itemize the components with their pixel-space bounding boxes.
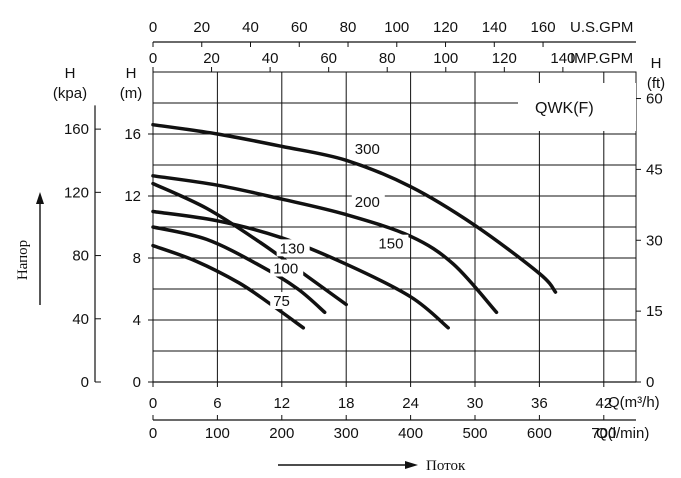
x-tick-label-usgpm: 160 (531, 19, 556, 36)
x-tick-label: 36 (531, 395, 548, 412)
x-tick-label-lmin: 200 (269, 425, 294, 442)
x-tick-label-usgpm: 120 (433, 19, 458, 36)
x-tick-label-lmin: 0 (149, 425, 157, 442)
curve-75 (151, 243, 306, 330)
curve-label-background (375, 234, 409, 252)
curve-label-background (276, 239, 310, 257)
curve-label-background (270, 292, 295, 310)
y-caption-arrow-head (36, 192, 44, 204)
x-tick-label-usgpm: 100 (384, 19, 409, 36)
x-caption-arrow-head (405, 461, 418, 469)
x-tick-label-impgpm: 0 (149, 50, 157, 67)
curve-label-background (270, 259, 304, 277)
curve-130 (151, 181, 348, 307)
x-tick-label: 30 (467, 395, 484, 412)
x-unit-label-impgpm: IMP.GPM (570, 50, 633, 67)
grid (152, 71, 637, 383)
y-tick-label-kpa: 40 (72, 311, 89, 328)
curve-200 (151, 174, 499, 315)
x-axis-caption: Поток (426, 458, 466, 474)
x-tick-label: 6 (213, 395, 221, 412)
x-tick-label: 12 (273, 395, 290, 412)
curve-150 (151, 209, 450, 330)
curve-label-background (351, 140, 385, 158)
y-tick-label-ft: 60 (646, 91, 663, 108)
x-unit-label-lmin: Q(l/min) (596, 425, 649, 442)
curve-label-300: 300 (355, 141, 380, 158)
curve-label-75: 75 (273, 293, 290, 310)
y-tick-label-ft: 15 (646, 303, 663, 320)
x-tick-label-usgpm: 140 (482, 19, 507, 36)
x-tick-label-usgpm: 0 (149, 19, 157, 36)
x-tick-label-usgpm: 80 (340, 19, 357, 36)
y-tick-label-kpa: 80 (72, 248, 89, 265)
curve-label-background (351, 192, 385, 210)
x-tick-label-usgpm: 40 (242, 19, 259, 36)
y-axis-label-ft-unit: (ft) (647, 75, 665, 92)
y-axis-label-ft-h: H (651, 55, 662, 72)
x-tick-label-usgpm: 20 (193, 19, 210, 36)
y-axis-caption: Напор (15, 240, 31, 280)
y-tick-label-m: 12 (124, 188, 141, 205)
x-tick-label: 42 (595, 395, 612, 412)
curve-100 (151, 225, 327, 315)
model-label-background (518, 83, 636, 131)
y-axis-label-kpa-unit: (kpa) (53, 85, 87, 102)
curves (151, 122, 558, 330)
x-tick-label-lmin: 600 (527, 425, 552, 442)
y-tick-label-ft: 30 (646, 232, 663, 249)
y-tick-label-m: 16 (124, 126, 141, 143)
y-tick-label-ft: 45 (646, 161, 663, 178)
x-tick-label-impgpm: 60 (320, 50, 337, 67)
curve-label-150: 150 (378, 236, 403, 253)
x-tick-label-impgpm: 140 (550, 50, 575, 67)
y-axis-label-m-h: H (126, 65, 137, 82)
y-tick-label-ft: 0 (646, 374, 654, 391)
x-unit-label-m3h: Q(m³/h) (608, 394, 660, 411)
curve-label-130: 130 (280, 240, 305, 257)
y-tick-label-kpa: 160 (64, 121, 89, 138)
y-axis-label-m-unit: (m) (120, 85, 143, 102)
x-tick-label: 0 (149, 395, 157, 412)
x-tick-label-usgpm: 60 (291, 19, 308, 36)
axes (94, 41, 641, 421)
x-tick-label-lmin: 300 (334, 425, 359, 442)
model-label: QWK(F) (535, 100, 594, 117)
x-tick-label-impgpm: 80 (379, 50, 396, 67)
curve-label-100: 100 (273, 261, 298, 278)
x-tick-label-lmin: 500 (462, 425, 487, 442)
y-tick-label-m: 8 (133, 250, 141, 267)
x-tick-label-impgpm: 20 (203, 50, 220, 67)
y-axis-label-kpa-h: H (65, 65, 76, 82)
x-tick-label-lmin: 700 (591, 425, 616, 442)
y-tick-label-kpa: 120 (64, 184, 89, 201)
y-tick-label-m: 4 (133, 312, 141, 329)
x-tick-label-lmin: 100 (205, 425, 230, 442)
x-tick-label-lmin: 400 (398, 425, 423, 442)
y-tick-label-kpa: 0 (81, 374, 89, 391)
y-tick-label-m: 0 (133, 374, 141, 391)
x-tick-label: 24 (402, 395, 419, 412)
x-tick-label-impgpm: 100 (433, 50, 458, 67)
x-tick-label-impgpm: 120 (492, 50, 517, 67)
x-tick-label-impgpm: 40 (262, 50, 279, 67)
curve-label-200: 200 (355, 194, 380, 211)
x-tick-label: 18 (338, 395, 355, 412)
x-unit-label-usgpm: U.S.GPM (570, 19, 633, 36)
curve-300 (151, 122, 558, 294)
